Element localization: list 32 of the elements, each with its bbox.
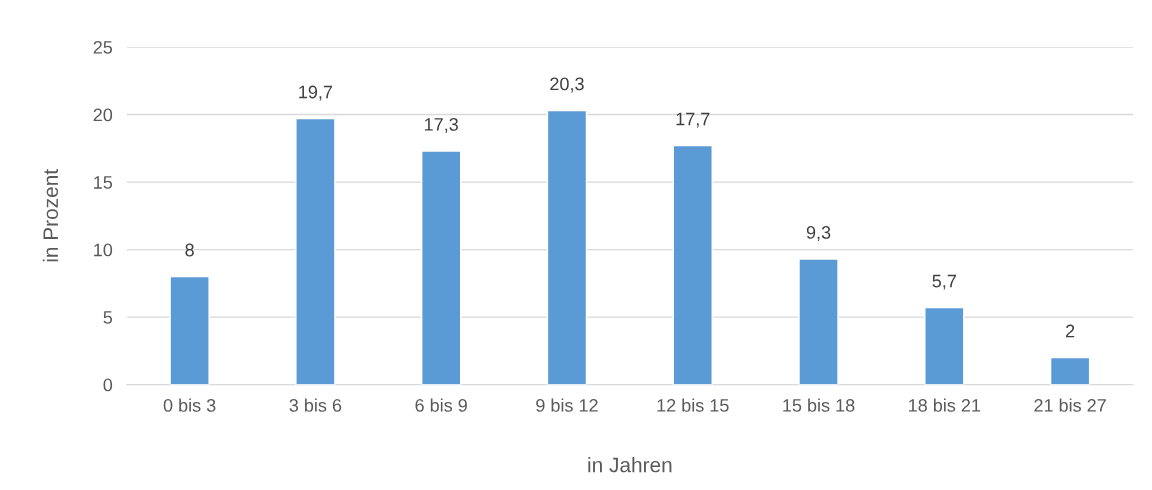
y-tick-label: 0 [103, 378, 113, 392]
y-tick-label: 20 [93, 108, 113, 122]
x-tick-label: 18 bis 21 [909, 398, 981, 412]
bar [420, 150, 462, 385]
bar [546, 109, 588, 385]
data-label: 19,7 [299, 85, 333, 101]
bar [798, 258, 839, 385]
bar [672, 144, 713, 385]
data-label: 20,3 [550, 77, 584, 93]
data-label: 8 [185, 243, 194, 257]
bar [1049, 356, 1091, 385]
data-label: 17,7 [676, 112, 710, 128]
y-axis-title: in Prozent [42, 169, 59, 262]
data-label: 2 [1065, 324, 1075, 338]
data-label: 17,3 [424, 118, 458, 133]
data-label: 9,3 [806, 226, 831, 241]
bar [924, 306, 965, 385]
y-tick-label: 25 [93, 40, 113, 54]
y-tick-label: 5 [103, 311, 113, 324]
bar [295, 117, 336, 385]
y-tick-label: 15 [94, 176, 113, 189]
x-tick-label: 12 bis 15 [657, 398, 729, 412]
x-tick-label: 9 bis 12 [536, 398, 598, 412]
x-axis-title: in Jahren [588, 457, 672, 473]
bar [169, 275, 210, 385]
x-tick-label: 15 bis 18 [783, 398, 855, 412]
x-tick-label: 21 bis 27 [1034, 398, 1106, 412]
x-tick-label: 0 bis 3 [163, 398, 216, 412]
y-tick-label: 10 [94, 243, 113, 257]
x-tick-label: 3 bis 6 [289, 398, 342, 412]
x-tick-label: 6 bis 9 [415, 398, 467, 412]
data-label: 5,7 [932, 274, 956, 290]
